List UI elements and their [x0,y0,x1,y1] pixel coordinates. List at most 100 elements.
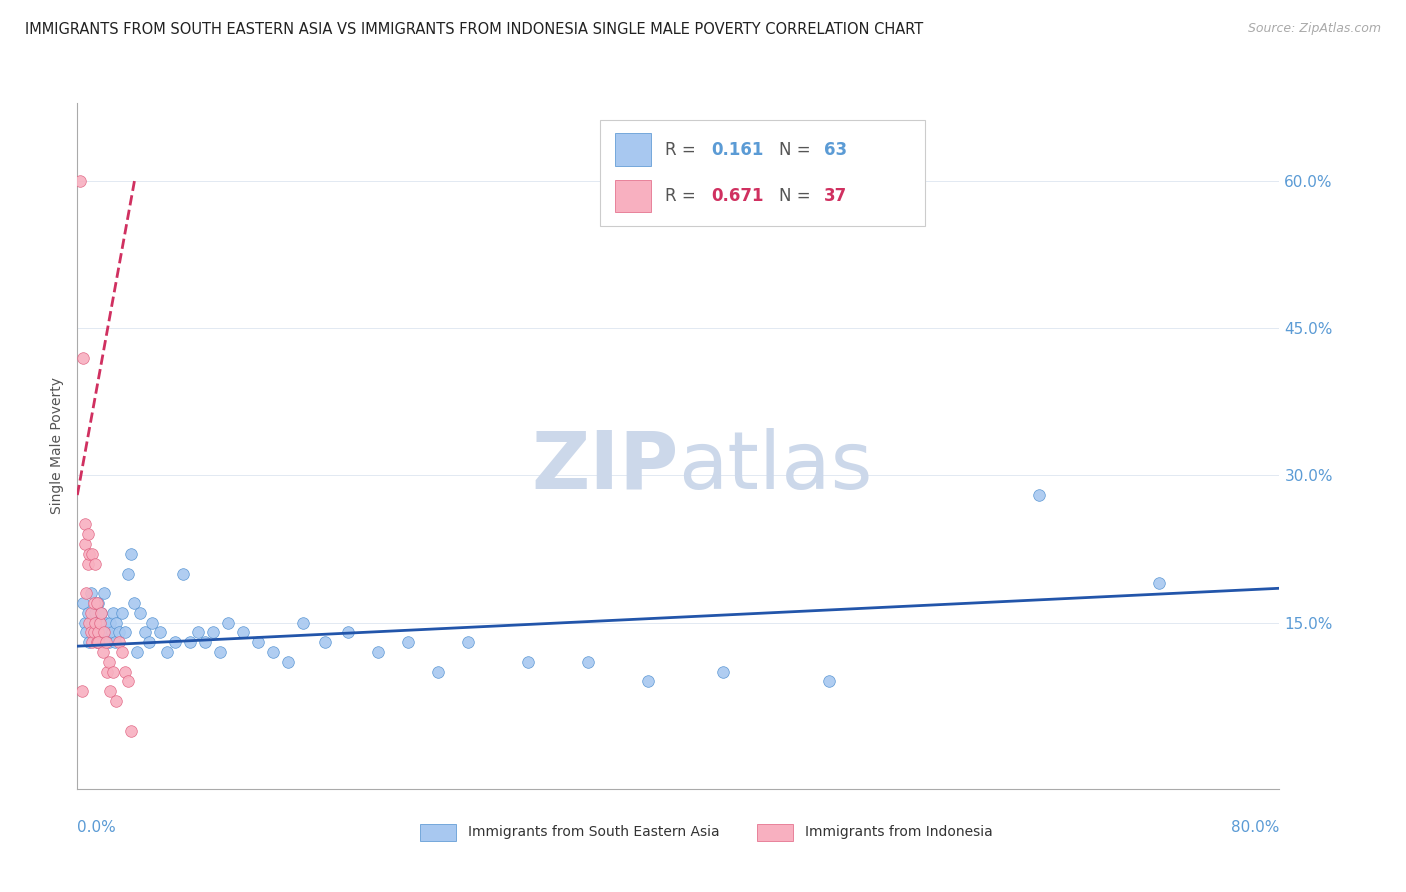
Point [96,665,118,679]
Point [84,615,107,630]
Text: Source: ZipAtlas.com: Source: ZipAtlas.com [1247,22,1381,36]
Point [90,606,112,620]
Point [72,351,94,365]
Point [232,625,254,640]
Point [134,625,156,640]
Point [97,655,120,669]
Point [713,665,735,679]
Point [87,625,110,640]
Point [84,557,107,571]
Point [94,635,117,649]
Point [89,615,111,630]
Point [103,665,125,679]
Text: Immigrants from South Eastern Asia: Immigrants from South Eastern Asia [468,825,720,839]
Point [89,615,111,630]
Text: 0.671: 0.671 [711,187,763,205]
Point [86,635,108,649]
Point [156,645,179,659]
Point [82,547,104,561]
Point [108,625,131,640]
Bar [614,179,651,212]
Point [120,547,142,561]
Text: atlas: atlas [679,427,873,506]
Point [114,665,136,679]
Point [217,615,239,630]
Point [87,596,110,610]
Point [93,586,115,600]
Point [1028,488,1050,502]
Point [108,635,131,649]
Text: R =: R = [665,141,702,159]
Point [79,615,101,630]
Y-axis label: Single Male Poverty: Single Male Poverty [51,377,65,515]
Point [73,537,96,551]
Point [129,606,152,620]
Point [138,635,160,649]
Point [120,723,142,738]
Bar [420,824,456,841]
Point [69,174,91,188]
Point [105,694,128,708]
Point [576,655,599,669]
Point [124,596,146,610]
Point [76,527,98,541]
Point [97,635,120,649]
Point [82,635,104,649]
Point [104,635,127,649]
Point [817,674,839,689]
Point [262,645,284,659]
Point [75,625,97,640]
Point [83,625,105,640]
Point [80,625,103,640]
Point [117,674,139,689]
Point [80,606,103,620]
Text: Immigrants from Indonesia: Immigrants from Indonesia [804,825,993,839]
Point [427,665,450,679]
Point [114,625,136,640]
Point [70,684,93,698]
Point [76,606,98,620]
Point [76,557,98,571]
Point [84,606,107,620]
Point [86,596,108,610]
Point [172,566,194,581]
Text: 63: 63 [824,141,846,159]
Point [194,635,217,649]
Point [91,645,114,659]
Point [83,625,105,640]
Point [187,625,209,640]
Text: 37: 37 [824,187,846,205]
Point [457,635,479,649]
Point [94,615,117,630]
Text: N =: N = [779,187,817,205]
Text: 80.0%: 80.0% [1232,821,1279,835]
Point [89,625,111,640]
Point [314,635,336,649]
Bar [614,134,651,167]
Point [246,635,269,649]
Point [79,547,101,561]
Point [100,615,122,630]
Point [141,615,163,630]
Point [291,615,314,630]
Text: 0.0%: 0.0% [77,821,117,835]
Point [75,586,97,600]
Point [87,635,110,649]
Point [73,517,96,532]
Text: IMMIGRANTS FROM SOUTH EASTERN ASIA VS IMMIGRANTS FROM INDONESIA SINGLE MALE POVE: IMMIGRANTS FROM SOUTH EASTERN ASIA VS IM… [25,22,924,37]
Point [103,606,125,620]
Bar [600,120,925,227]
Point [111,645,134,659]
Point [179,635,201,649]
Point [91,635,114,649]
Point [209,645,232,659]
Point [117,566,139,581]
Point [277,655,299,669]
Bar [756,824,793,841]
Point [82,615,104,630]
Point [336,625,359,640]
Point [105,615,128,630]
Point [517,655,540,669]
Point [127,645,149,659]
Text: ZIP: ZIP [531,427,679,506]
